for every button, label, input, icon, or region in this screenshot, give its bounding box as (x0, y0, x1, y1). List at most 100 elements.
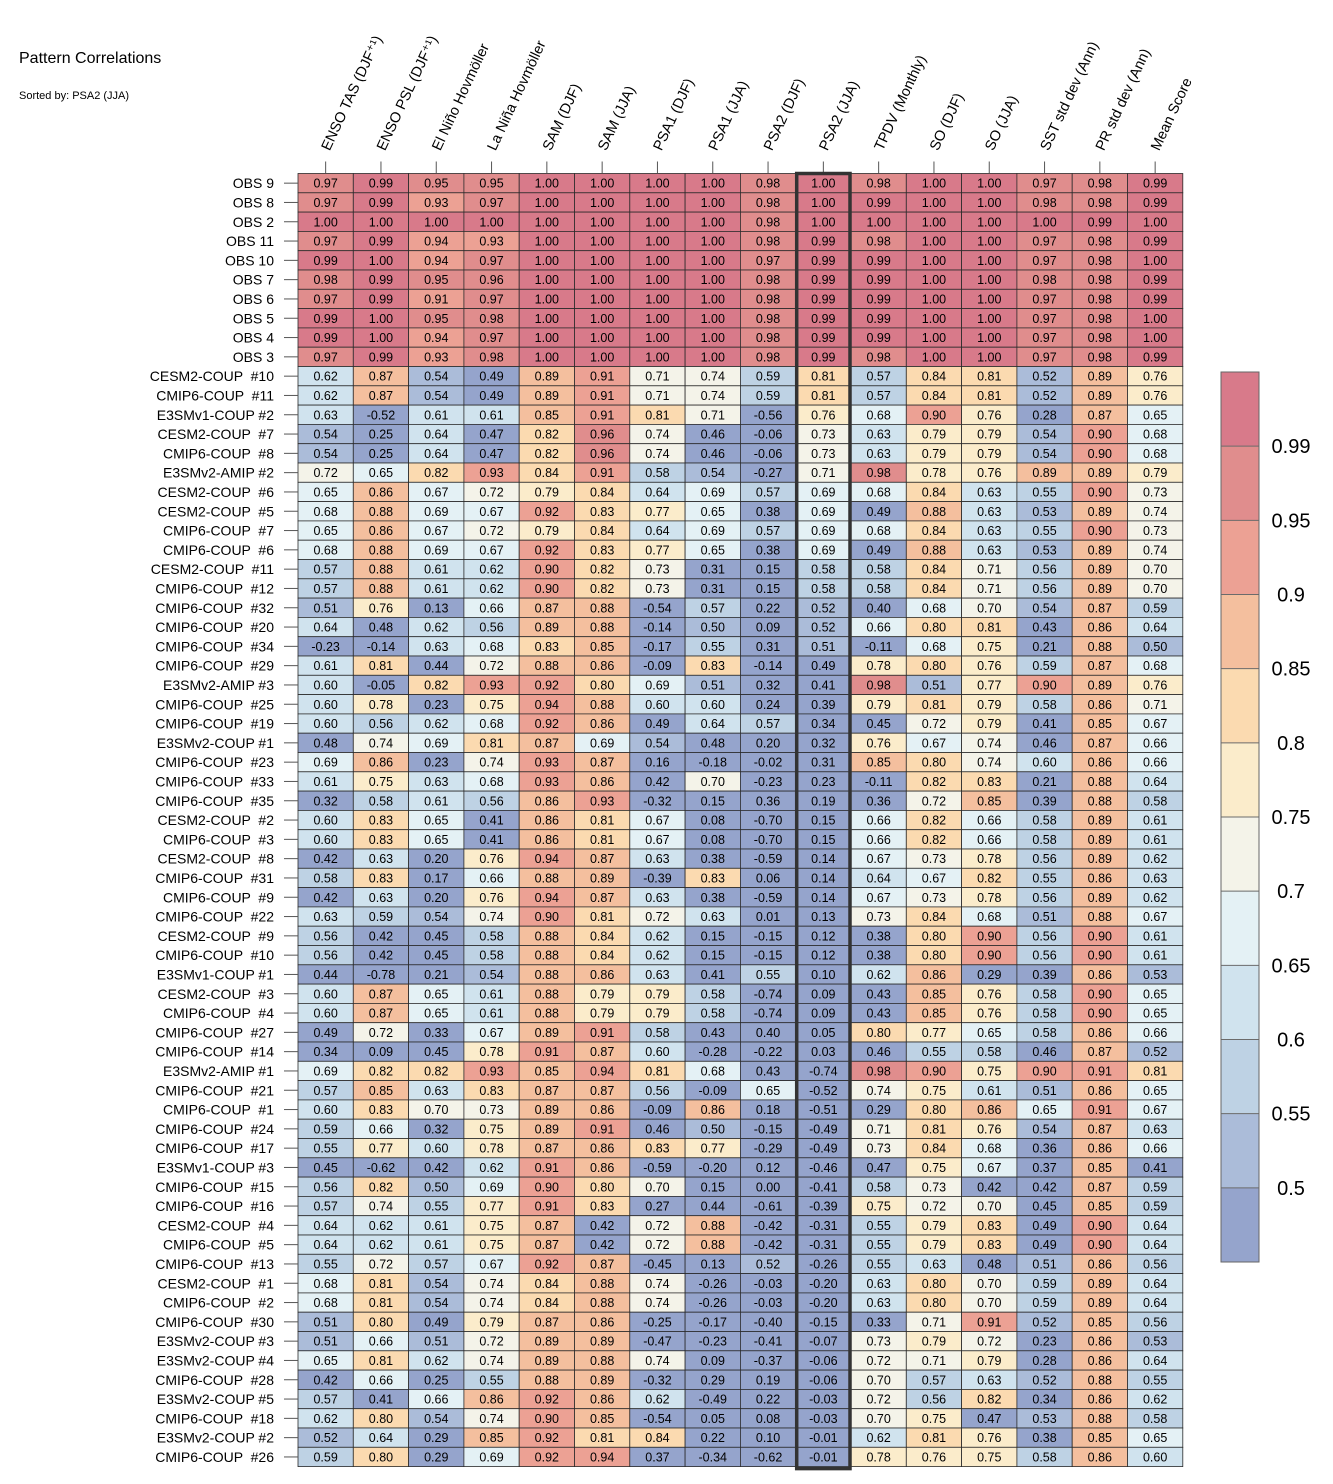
cell-value-label: 0.74 (701, 389, 725, 403)
cell-value-label: -0.52 (367, 408, 396, 422)
cell-value-label: 1.00 (1143, 254, 1167, 268)
cell-value-label: 0.61 (479, 987, 503, 1001)
cell-value-label: 0.68 (313, 1296, 337, 1310)
cell-value-label: 0.91 (977, 1315, 1001, 1329)
cell-value-label: 0.98 (756, 177, 780, 191)
cell-value-label: 0.82 (922, 814, 946, 828)
cell-value-label: 0.51 (1032, 1084, 1056, 1098)
cell-value-label: 0.43 (701, 1026, 725, 1040)
cell-value-label: 0.03 (811, 1045, 835, 1059)
cell-value-label: 0.90 (535, 1412, 559, 1426)
cell-value-label: 0.84 (922, 582, 946, 596)
cell-value-label: 0.79 (922, 1219, 946, 1233)
cell-value-label: 0.52 (1143, 1045, 1167, 1059)
cell-value-label: 0.66 (369, 1373, 393, 1387)
cell-value-label: 0.81 (811, 389, 835, 403)
cell-value-label: 1.00 (701, 312, 725, 326)
cell-value-label: 0.87 (369, 1007, 393, 1021)
cell-value-label: 0.65 (369, 466, 393, 480)
cell-value-label: 0.94 (535, 891, 559, 905)
cell-value-label: 0.29 (701, 1373, 725, 1387)
cell-value-label: 0.75 (922, 1161, 946, 1175)
cell-value-label: 0.98 (1088, 312, 1112, 326)
cell-value-label: -0.14 (754, 659, 783, 673)
cell-value-label: 0.70 (977, 601, 1001, 615)
cell-value-label: -0.54 (643, 1412, 672, 1426)
cell-value-label: 0.86 (1088, 1142, 1112, 1156)
cell-value-label: 0.62 (866, 1431, 890, 1445)
cell-value-label: 0.81 (645, 1064, 669, 1078)
cell-value-label: 0.46 (701, 428, 725, 442)
cell-value-label: 0.41 (811, 678, 835, 692)
cell-value-label: 0.49 (479, 389, 503, 403)
cell-value-label: 0.53 (1143, 1335, 1167, 1349)
cell-value-label: 0.90 (1088, 485, 1112, 499)
cell-value-label: 0.16 (645, 756, 669, 770)
cell-value-label: 0.99 (811, 254, 835, 268)
cell-value-label: 1.00 (922, 350, 946, 364)
cell-value-label: 1.00 (977, 273, 1001, 287)
cell-value-label: 0.84 (535, 466, 559, 480)
cell-value-label: 0.86 (1088, 1450, 1112, 1464)
cell-value-label: 0.68 (1143, 428, 1167, 442)
cell-value-label: 0.33 (866, 1315, 890, 1329)
cell-value-label: 0.73 (1143, 524, 1167, 538)
cell-value-label: 0.86 (1088, 1084, 1112, 1098)
cell-value-label: 0.99 (369, 273, 393, 287)
cell-value-label: 0.74 (645, 447, 669, 461)
cell-value-label: 0.82 (590, 563, 614, 577)
row-label: CESM2-COUP #3 (158, 986, 275, 1002)
cell-value-label: 0.65 (424, 987, 448, 1001)
cell-value-label: 0.18 (756, 1103, 780, 1117)
cell-value-label: 1.00 (811, 196, 835, 210)
cell-value-label: 1.00 (535, 177, 559, 191)
cell-value-label: 0.90 (535, 910, 559, 924)
cell-value-label: 0.42 (369, 929, 393, 943)
cell-value-label: 0.88 (369, 505, 393, 519)
cell-value-label: 0.83 (977, 775, 1001, 789)
cell-value-label: 0.86 (701, 1103, 725, 1117)
cell-value-label: 0.80 (922, 929, 946, 943)
cell-value-label: 0.67 (922, 871, 946, 885)
cell-value-label: 0.69 (811, 485, 835, 499)
cell-value-label: 1.00 (590, 312, 614, 326)
row-label: CMIP6-COUP #28 (155, 1372, 274, 1388)
cell-value-label: 0.88 (1088, 1373, 1112, 1387)
cell-value-label: 0.49 (866, 543, 890, 557)
row-label: CMIP6-COUP #21 (155, 1082, 274, 1098)
cell-value-label: 0.76 (1143, 678, 1167, 692)
cell-value-label: 0.66 (866, 833, 890, 847)
cell-value-label: 0.82 (369, 1180, 393, 1194)
cell-value-label: 0.92 (535, 1450, 559, 1464)
cell-value-label: 0.62 (866, 968, 890, 982)
row-label: CMIP6-COUP #30 (155, 1314, 274, 1330)
cell-value-label: 0.40 (756, 1026, 780, 1040)
cell-value-label: 0.86 (590, 1142, 614, 1156)
cell-value-label: -0.29 (754, 1142, 783, 1156)
cell-value-label: 0.42 (590, 1219, 614, 1233)
row-label: CMIP6-COUP #5 (163, 1237, 274, 1253)
cell-value-label: 0.63 (866, 1277, 890, 1291)
cell-value-label: -0.32 (643, 794, 672, 808)
cell-value-label: 0.56 (1143, 1257, 1167, 1271)
cell-value-label: 0.99 (369, 350, 393, 364)
cell-value-label: 0.62 (1143, 1393, 1167, 1407)
cell-value-label: 0.65 (756, 1084, 780, 1098)
cell-value-label: 0.56 (1032, 852, 1056, 866)
cell-value-label: 0.69 (424, 543, 448, 557)
cell-value-label: 0.88 (535, 659, 559, 673)
cell-value-label: 0.57 (313, 563, 337, 577)
cell-value-label: 0.64 (1143, 1277, 1167, 1291)
cell-value-label: 1.00 (590, 254, 614, 268)
cell-value-label: 0.88 (922, 505, 946, 519)
cell-value-label: 0.89 (1088, 563, 1112, 577)
cell-value-label: -0.20 (809, 1296, 838, 1310)
cell-value-label: 0.95 (479, 177, 503, 191)
cell-value-label: 0.97 (313, 196, 337, 210)
cell-value-label: 0.44 (424, 659, 448, 673)
cell-value-label: -0.01 (809, 1450, 838, 1464)
cell-value-label: 0.66 (424, 1393, 448, 1407)
cell-value-label: 0.87 (535, 1084, 559, 1098)
cell-value-label: 0.88 (535, 929, 559, 943)
cell-value-label: 0.84 (922, 1142, 946, 1156)
